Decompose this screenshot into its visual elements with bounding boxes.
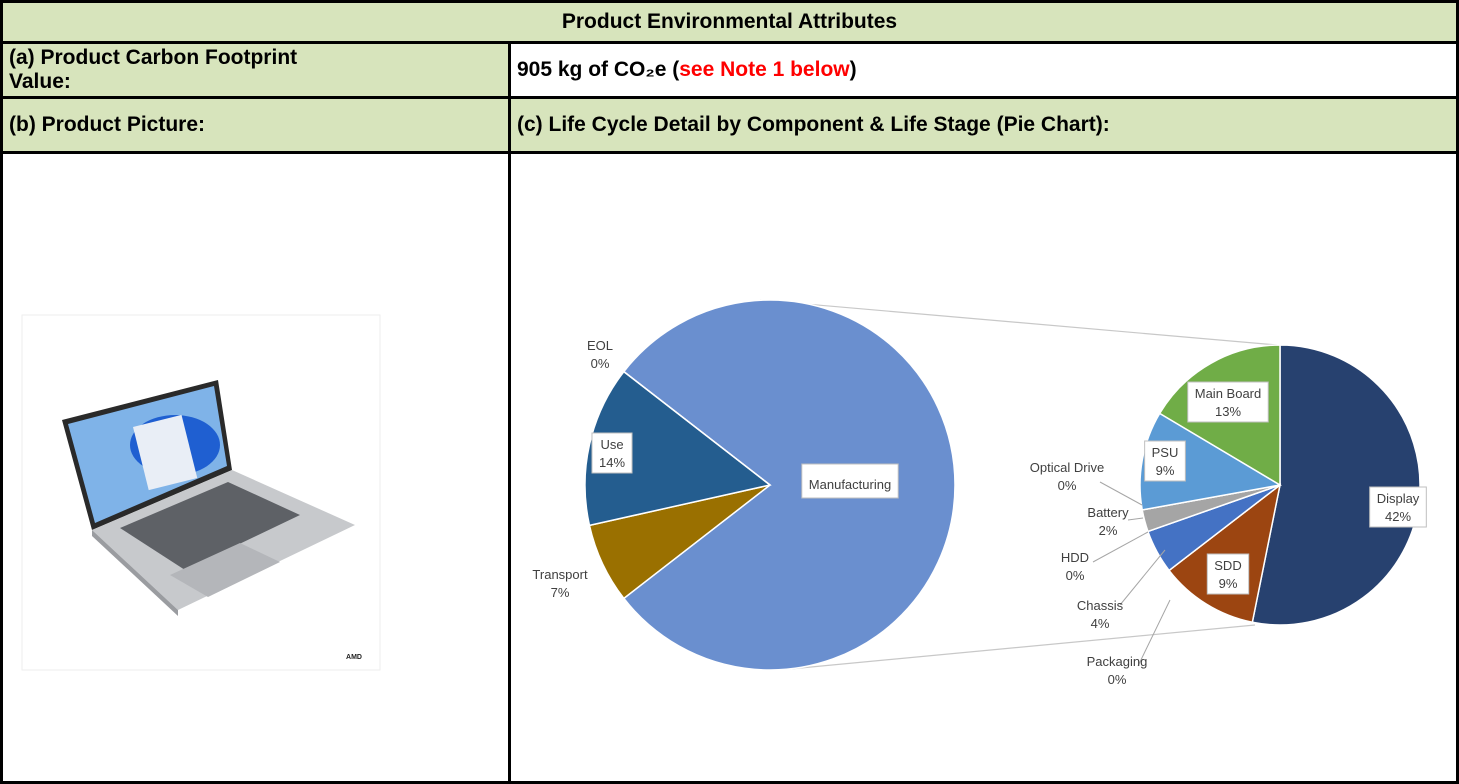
- slice-value: 13%: [1215, 404, 1241, 419]
- data-label: Main Board 13%: [1188, 382, 1268, 422]
- data-label: PSU 9%: [1145, 441, 1186, 481]
- data-label: Packaging 0%: [1087, 600, 1170, 687]
- data-label: Use 14%: [592, 433, 632, 473]
- data-label: SDD 9%: [1207, 554, 1248, 594]
- slice-name: Battery: [1087, 505, 1129, 520]
- data-label: Manufacturing: [802, 464, 898, 498]
- slice-value: 0%: [1058, 478, 1077, 493]
- slice-name: Main Board: [1195, 386, 1261, 401]
- slice-name: Optical Drive: [1030, 460, 1104, 475]
- slice-value: 14%: [599, 455, 625, 470]
- slice-name: Packaging: [1087, 654, 1148, 669]
- slice-value: 2%: [1099, 523, 1118, 538]
- slice-name: SDD: [1214, 558, 1241, 573]
- slice-value: 9%: [1219, 576, 1238, 591]
- picture-logo: AMD: [346, 654, 362, 661]
- data-label: Display 42%: [1370, 487, 1427, 527]
- slice-name: Display: [1377, 491, 1420, 506]
- slice-name: Manufacturing: [809, 477, 891, 492]
- leader-line: [1120, 550, 1165, 605]
- slice-value: 4%: [1091, 616, 1110, 631]
- data-label: Transport 7%: [532, 567, 588, 600]
- product-picture: AMD: [22, 315, 380, 670]
- slice-value: 0%: [591, 356, 610, 371]
- data-label: Battery 2%: [1087, 505, 1143, 538]
- slice-name: EOL: [587, 338, 613, 353]
- data-label: HDD 0%: [1061, 532, 1148, 583]
- leader-line: [1100, 482, 1142, 505]
- slice-value: 7%: [551, 585, 570, 600]
- data-label: Optical Drive 0%: [1030, 460, 1142, 505]
- slice-name: Transport: [532, 567, 588, 582]
- data-label: Chassis 4%: [1077, 550, 1165, 631]
- page: Product Environmental Attributes (a) Pro…: [0, 0, 1459, 784]
- slice-name: Use: [600, 437, 623, 452]
- slice-name: PSU: [1152, 445, 1179, 460]
- slice-value: 0%: [1066, 568, 1085, 583]
- overlay: AMD Manufacturing Transport 7% Use 14% EOL 0% D…: [0, 0, 1459, 784]
- slice-name: HDD: [1061, 550, 1089, 565]
- slice-value: 0%: [1108, 672, 1127, 687]
- data-label: EOL 0%: [587, 338, 613, 371]
- leader-line: [1128, 518, 1143, 520]
- slice-name: Chassis: [1077, 598, 1124, 613]
- slice-value: 42%: [1385, 509, 1411, 524]
- slice-value: 9%: [1156, 463, 1175, 478]
